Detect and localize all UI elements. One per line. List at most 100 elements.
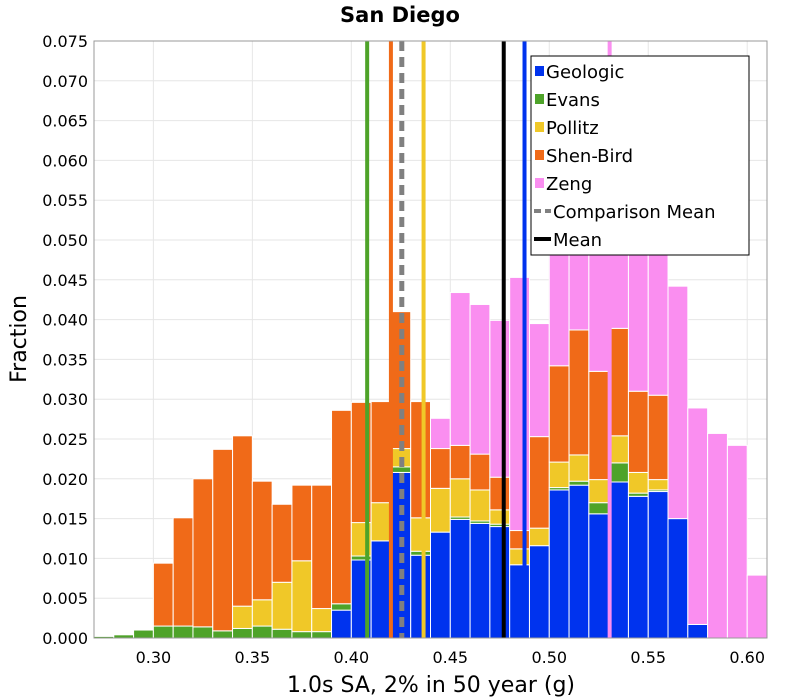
- x-tick-label: 0.55: [630, 648, 666, 667]
- x-axis-ticks: 0.30 0.35 0.40 0.45 0.50 0.55 0.60: [136, 648, 765, 667]
- bar-zeng: [667, 285, 689, 520]
- bar-shen-bird: [410, 401, 431, 519]
- y-tick-label: 0.000: [42, 629, 88, 648]
- bar-geologic: [568, 484, 590, 639]
- bar-geologic: [430, 531, 451, 639]
- y-tick-label: 0.040: [42, 311, 88, 330]
- bar-shen-bird: [588, 370, 610, 481]
- legend-label-mean: Mean: [553, 230, 602, 251]
- y-tick-label: 0.055: [42, 191, 88, 210]
- bar-evans: [311, 631, 333, 639]
- bar-zeng: [726, 444, 748, 639]
- bar-shen-bird: [370, 401, 392, 504]
- bar-geologic: [588, 513, 610, 639]
- bar-geologic: [548, 489, 570, 639]
- legend-label-pollitz: Pollitz: [546, 118, 599, 139]
- bar-shen-bird: [212, 448, 234, 632]
- bar-evans: [212, 630, 234, 639]
- bar-evans: [172, 625, 194, 639]
- bar-evans: [251, 625, 273, 639]
- bar-pollitz: [647, 479, 669, 491]
- bar-evans: [192, 626, 214, 639]
- y-tick-label: 0.050: [42, 231, 88, 250]
- bar-zeng: [528, 323, 550, 438]
- bar-geologic: [528, 545, 550, 639]
- y-axis-label: Fraction: [7, 295, 32, 383]
- bar-evans: [291, 631, 313, 639]
- bar-geologic: [647, 491, 669, 639]
- y-tick-label: 0.065: [42, 112, 88, 131]
- bar-evans: [331, 603, 352, 611]
- bar-evans: [390, 466, 412, 473]
- legend-box: [530, 55, 750, 256]
- legend-label-geologic: Geologic: [546, 62, 624, 83]
- bar-pollitz: [469, 489, 491, 522]
- legend: Geologic Evans Pollitz Shen-Bird Zeng Compari…: [530, 55, 750, 256]
- bar-pollitz: [528, 527, 550, 547]
- y-tick-label: 0.015: [42, 510, 88, 529]
- bar-pollitz: [232, 605, 253, 629]
- bar-shen-bird: [430, 448, 451, 489]
- legend-label-zeng: Zeng: [546, 174, 592, 195]
- legend-swatch-pollitz: [535, 122, 544, 132]
- x-tick-label: 0.60: [729, 648, 765, 667]
- y-tick-label: 0.070: [42, 72, 88, 91]
- bar-shen-bird: [192, 478, 214, 628]
- bar-zeng: [430, 417, 451, 450]
- bar-geologic: [469, 522, 491, 639]
- x-tick-label: 0.30: [136, 648, 172, 667]
- bar-shen-bird: [172, 517, 194, 627]
- bar-shen-bird: [528, 436, 550, 529]
- y-tick-label: 0.060: [42, 151, 88, 170]
- bar-shen-bird: [311, 484, 333, 610]
- bar-geologic: [410, 554, 431, 639]
- bar-evans: [152, 625, 174, 639]
- bar-pollitz: [291, 560, 313, 633]
- bar-geologic: [489, 526, 511, 639]
- bar-pollitz: [489, 509, 511, 525]
- x-axis-label: 1.0s SA, 2% in 50 year (g): [287, 673, 575, 698]
- legend-swatch-evans: [535, 94, 544, 104]
- bar-zeng: [707, 432, 728, 639]
- y-tick-label: 0.075: [42, 32, 88, 51]
- bar-shen-bird: [568, 329, 590, 456]
- legend-swatch-shen-bird: [535, 150, 544, 160]
- bar-pollitz: [627, 471, 649, 494]
- bar-shen-bird: [627, 390, 649, 473]
- bar-pollitz: [449, 478, 471, 518]
- bar-pollitz: [410, 517, 431, 552]
- bar-evans: [410, 550, 431, 556]
- bar-geologic: [331, 609, 352, 639]
- bar-geologic: [370, 540, 392, 639]
- bar-pollitz: [430, 487, 451, 533]
- bar-pollitz: [370, 502, 392, 542]
- bar-pollitz: [588, 479, 610, 504]
- bar-geologic: [449, 518, 471, 639]
- bar-shen-bird: [232, 435, 253, 607]
- bar-shen-bird: [449, 444, 471, 480]
- bar-zeng: [746, 574, 768, 639]
- legend-swatch-geologic: [535, 66, 544, 76]
- bar-geologic: [687, 623, 709, 639]
- bar-shen-bird: [489, 476, 511, 511]
- y-axis-ticks: 0.000 0.005 0.010 0.015 0.020 0.025 0.030 0.035…: [42, 32, 88, 648]
- y-tick-label: 0.020: [42, 470, 88, 489]
- bar-shen-bird: [548, 365, 570, 463]
- bar-shen-bird: [647, 394, 669, 481]
- bar-geologic: [627, 495, 649, 639]
- legend-label-shen-bird: Shen-Bird: [546, 146, 633, 167]
- bar-zeng: [469, 303, 491, 455]
- bar-evans: [271, 628, 293, 639]
- bar-evans: [133, 629, 154, 639]
- y-tick-label: 0.030: [42, 390, 88, 409]
- bar-shen-bird: [271, 503, 293, 583]
- bar-zeng: [489, 319, 511, 478]
- y-tick-label: 0.005: [42, 589, 88, 608]
- x-tick-label: 0.40: [334, 648, 370, 667]
- y-tick-label: 0.035: [42, 350, 88, 369]
- legend-label-evans: Evans: [546, 90, 600, 111]
- plot-frame: [93, 40, 768, 639]
- x-tick-label: 0.45: [432, 648, 468, 667]
- x-tick-label: 0.35: [235, 648, 271, 667]
